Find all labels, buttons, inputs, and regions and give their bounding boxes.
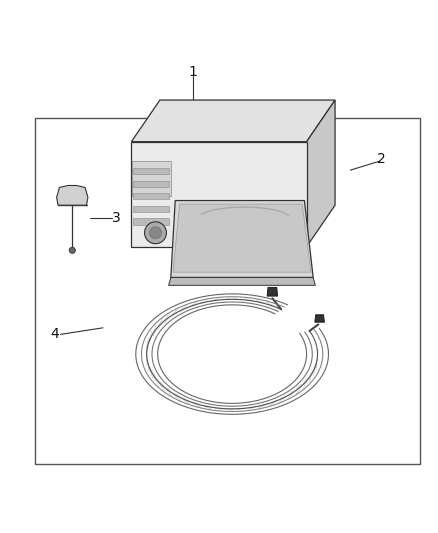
Polygon shape	[307, 100, 335, 247]
Polygon shape	[267, 287, 278, 296]
Polygon shape	[315, 315, 325, 322]
Text: 3: 3	[112, 211, 120, 225]
Polygon shape	[132, 160, 171, 196]
Polygon shape	[171, 200, 313, 278]
Circle shape	[149, 227, 162, 239]
Polygon shape	[57, 185, 88, 205]
Text: 1: 1	[188, 64, 197, 78]
Circle shape	[145, 222, 166, 244]
Polygon shape	[133, 168, 169, 174]
Polygon shape	[173, 204, 311, 272]
Text: 2: 2	[377, 152, 385, 166]
Polygon shape	[169, 278, 315, 285]
Circle shape	[69, 247, 75, 253]
Polygon shape	[133, 193, 169, 199]
Polygon shape	[131, 100, 335, 142]
Polygon shape	[131, 142, 307, 247]
Polygon shape	[133, 181, 169, 187]
Polygon shape	[133, 206, 169, 212]
Text: 4: 4	[50, 327, 59, 342]
Polygon shape	[133, 219, 169, 224]
